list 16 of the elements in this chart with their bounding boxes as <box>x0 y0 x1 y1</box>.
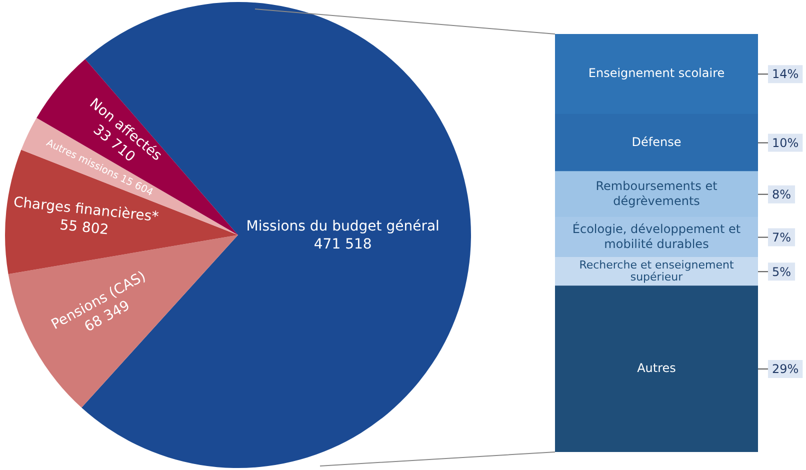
series-label: Autres <box>637 361 676 376</box>
data-label: 10% <box>772 136 799 150</box>
series-label: Enseignement scolaire <box>588 66 725 80</box>
series-label: Écologie, développement et mobilité durables <box>572 220 741 251</box>
slice-label: Missions du budget général <box>246 218 440 235</box>
data-label: 55 802 <box>58 217 110 238</box>
bar <box>555 286 758 452</box>
data-label: 7% <box>772 230 792 244</box>
series-label: Recherche et enseignement supérieur <box>579 258 734 284</box>
data-label: 29% <box>772 362 799 376</box>
series-label: Remboursements et dégrèvements <box>596 178 718 208</box>
data-label: 471 518 <box>314 236 372 253</box>
data-label: 5% <box>772 264 792 279</box>
data-label: 14% <box>772 67 799 82</box>
data-label: 8% <box>772 187 792 202</box>
series-label: Défense <box>632 134 682 149</box>
